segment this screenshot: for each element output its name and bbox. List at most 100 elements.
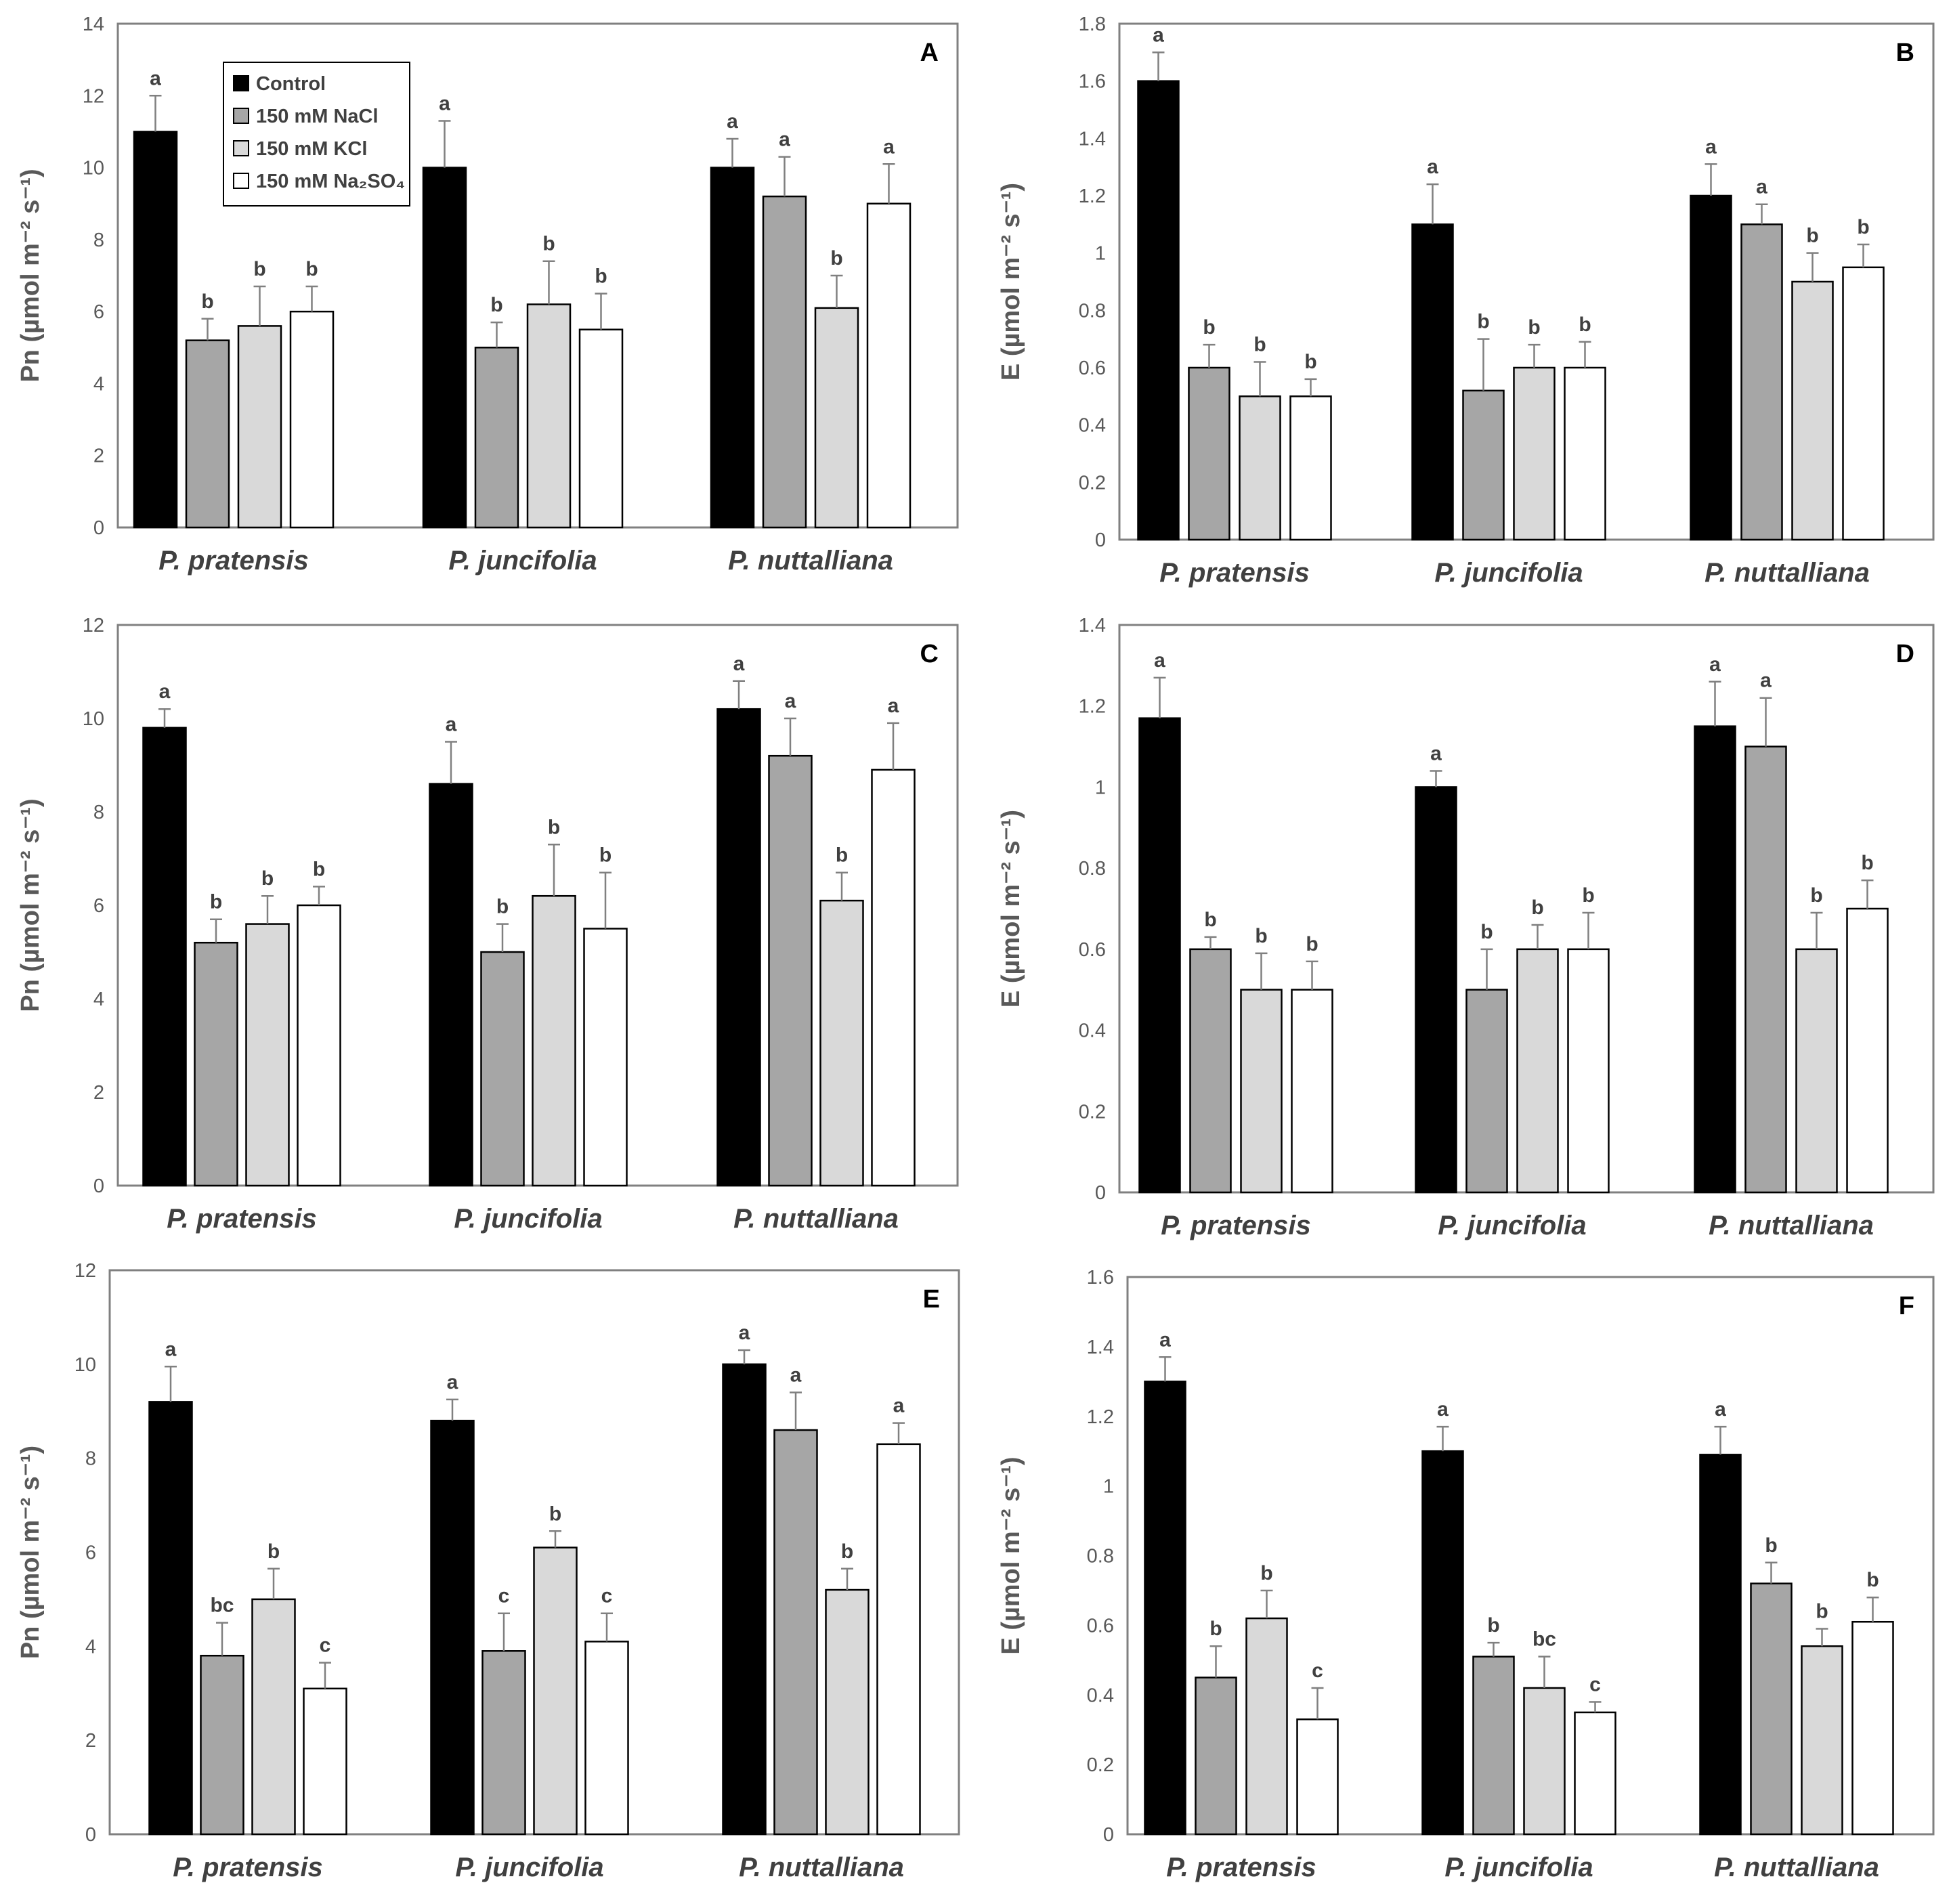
significance-letter: b: [1861, 852, 1873, 874]
x-category-label: P. juncifolia: [448, 546, 597, 576]
x-category-label: P. pratensis: [167, 1204, 317, 1234]
significance-letter: b: [1816, 1601, 1828, 1623]
bar-1-0: [194, 941, 238, 1187]
bar-0-2: [716, 708, 761, 1187]
significance-letter: b: [549, 1502, 561, 1525]
bar-0-2: [722, 1363, 767, 1836]
bar-2-0: [1245, 1617, 1288, 1836]
significance-letter: b: [1582, 884, 1594, 907]
legend-swatch: [233, 140, 249, 156]
significance-letter: b: [595, 265, 607, 288]
significance-letter: b: [1528, 316, 1540, 339]
y-tick-label: 0.8: [1087, 1546, 1114, 1567]
y-tick-label: 12: [83, 85, 104, 107]
bar-2-1: [1513, 366, 1556, 541]
bar-2-1: [526, 303, 572, 529]
bar-2-1: [532, 894, 576, 1187]
bar-0-1: [1411, 223, 1454, 541]
y-tick-label: 6: [93, 895, 104, 917]
bar-0-0: [148, 1401, 193, 1836]
y-tick-label: 0.4: [1079, 415, 1106, 437]
bar-2-2: [814, 307, 859, 529]
bar-0-2: [1694, 725, 1736, 1194]
bar-2-0: [1239, 395, 1281, 541]
significance-letter: b: [1477, 311, 1489, 333]
bar-2-2: [1791, 280, 1834, 541]
x-category-label: P. juncifolia: [455, 1853, 603, 1882]
panel-letter: F: [1899, 1292, 1914, 1320]
significance-letter: b: [599, 844, 612, 867]
significance-letter: a: [1715, 1398, 1726, 1421]
y-tick-label: 2: [93, 1082, 104, 1104]
bar-0-1: [1421, 1450, 1464, 1836]
y-tick-label: 0: [85, 1824, 96, 1846]
significance-letter: a: [1159, 1328, 1171, 1351]
significance-letter: a: [883, 135, 895, 158]
bar-1-1: [1465, 989, 1508, 1194]
y-tick-label: 0.2: [1079, 472, 1106, 494]
y-tick-label: 8: [93, 802, 104, 823]
significance-letter: b: [267, 1540, 280, 1563]
y-tick-label: 8: [85, 1448, 96, 1470]
bar-3-2: [1851, 1620, 1894, 1836]
bar-1-0: [1195, 1676, 1237, 1836]
bar-0-2: [710, 167, 755, 529]
significance-letter: a: [1154, 649, 1165, 672]
significance-letter: a: [733, 653, 745, 675]
bar-0-1: [429, 783, 473, 1187]
bar-0-1: [430, 1419, 475, 1836]
bar-1-2: [1740, 223, 1783, 541]
significance-letter: b: [1806, 225, 1818, 247]
bar-1-1: [1472, 1656, 1515, 1836]
significance-letter: a: [779, 129, 790, 151]
legend-swatch: [233, 108, 249, 124]
bar-2-0: [1240, 989, 1283, 1194]
bar-2-2: [825, 1588, 870, 1836]
y-tick-label: 0.6: [1079, 358, 1106, 379]
significance-letter: b: [1209, 1618, 1222, 1640]
significance-letter: a: [159, 680, 171, 703]
bar-1-2: [768, 754, 813, 1187]
significance-letter: a: [790, 1364, 802, 1386]
bar-2-1: [1516, 948, 1559, 1194]
y-tick-label: 0.6: [1087, 1615, 1114, 1637]
y-tick-label: 2: [85, 1730, 96, 1752]
x-category-label: P. juncifolia: [1434, 558, 1583, 588]
y-axis-label: Pn (µmol m⁻² s⁻¹): [16, 798, 45, 1012]
y-tick-label: 4: [93, 373, 104, 395]
panel-letter: B: [1896, 39, 1914, 67]
significance-letter: b: [1531, 896, 1543, 919]
x-category-label: P. pratensis: [158, 546, 309, 576]
y-tick-label: 0: [1095, 1182, 1106, 1204]
significance-letter: b: [253, 258, 265, 280]
y-axis-label: Pn (µmol m⁻² s⁻¹): [16, 1446, 45, 1659]
significance-letter: bc: [210, 1595, 234, 1617]
x-category-label: P. pratensis: [1166, 1853, 1316, 1882]
legend-box: [223, 62, 410, 207]
significance-letter: a: [1437, 1398, 1449, 1421]
y-tick-label: 1.6: [1087, 1267, 1114, 1289]
y-tick-label: 0.4: [1087, 1685, 1114, 1706]
y-tick-label: 10: [83, 708, 104, 730]
x-category-label: P. nuttalliana: [728, 546, 893, 576]
bar-3-0: [303, 1687, 347, 1836]
y-tick-label: 6: [85, 1542, 96, 1564]
significance-letter: a: [785, 690, 796, 712]
bar-3-1: [1567, 948, 1610, 1194]
bar-3-1: [584, 1641, 629, 1836]
y-tick-label: 0: [1103, 1824, 1114, 1846]
panel-C: 0 2 4 6 8 10 12 Pn (µmol m⁻² s⁻¹) C P. pratensis P…: [16, 615, 959, 1234]
y-tick-label: 0.8: [1079, 858, 1106, 880]
significance-letter: b: [313, 858, 325, 880]
bar-3-0: [289, 310, 335, 529]
bar-3-2: [1842, 266, 1885, 541]
y-tick-label: 1: [1103, 1476, 1114, 1498]
significance-letter: b: [305, 258, 318, 280]
significance-letter: c: [601, 1585, 613, 1607]
y-tick-label: 1: [1095, 777, 1106, 798]
y-tick-label: 4: [93, 989, 104, 1010]
bar-2-1: [533, 1546, 578, 1836]
significance-letter: b: [1480, 921, 1493, 943]
significance-letter: b: [830, 247, 842, 269]
y-tick-label: 6: [93, 301, 104, 323]
